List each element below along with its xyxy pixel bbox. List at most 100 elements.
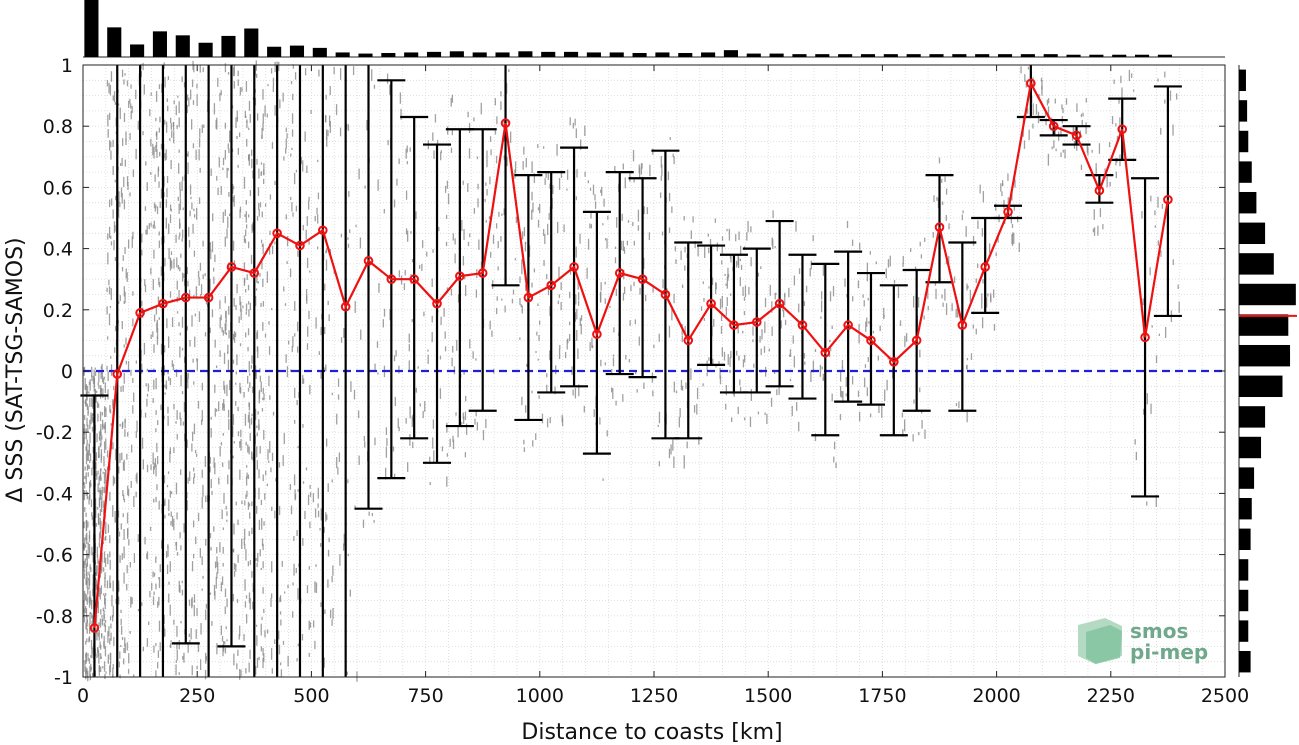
scatter-point bbox=[135, 89, 137, 100]
scatter-point bbox=[368, 511, 370, 516]
scatter-point bbox=[151, 582, 153, 591]
scatter-point bbox=[451, 130, 454, 136]
scatter-point bbox=[157, 166, 160, 172]
scatter-point bbox=[245, 332, 247, 338]
scatter-point bbox=[901, 412, 904, 418]
scatter-point bbox=[244, 500, 246, 506]
scatter-point bbox=[251, 501, 253, 507]
scatter-point bbox=[112, 605, 114, 617]
scatter-point bbox=[981, 228, 984, 237]
top-histogram-bar bbox=[1089, 54, 1104, 57]
scatter-point bbox=[118, 191, 120, 204]
scatter-point bbox=[104, 557, 107, 567]
scatter-point bbox=[279, 662, 282, 666]
scatter-point bbox=[560, 282, 562, 291]
scatter-point bbox=[214, 462, 216, 475]
scatter-point bbox=[798, 421, 800, 432]
scatter-point bbox=[171, 130, 173, 138]
scatter-point bbox=[251, 386, 254, 393]
scatter-point bbox=[88, 637, 90, 643]
scatter-point bbox=[183, 652, 185, 663]
scatter-point bbox=[133, 392, 135, 402]
scatter-point bbox=[96, 433, 98, 443]
mean-point bbox=[1163, 194, 1173, 205]
scatter-point bbox=[290, 153, 292, 157]
scatter-point bbox=[899, 320, 902, 326]
scatter-point bbox=[494, 130, 497, 135]
scatter-point bbox=[123, 529, 125, 540]
scatter-point bbox=[668, 325, 671, 338]
scatter-point bbox=[245, 311, 247, 315]
scatter-point bbox=[89, 564, 91, 570]
scatter-point bbox=[775, 292, 777, 295]
scatter-point bbox=[169, 451, 171, 463]
scatter-point bbox=[95, 584, 98, 588]
scatter-point bbox=[232, 455, 234, 459]
scatter-point bbox=[85, 384, 88, 395]
scatter-point bbox=[153, 146, 155, 159]
scatter-point bbox=[714, 218, 716, 223]
scatter-point bbox=[155, 145, 157, 152]
scatter-point bbox=[129, 630, 131, 634]
scatter-point bbox=[396, 178, 398, 186]
scatter-point bbox=[263, 429, 265, 440]
scatter-point bbox=[604, 298, 606, 304]
scatter-point bbox=[103, 376, 105, 380]
scatter-point bbox=[187, 641, 189, 653]
scatter-point bbox=[99, 475, 101, 480]
scatter-point bbox=[672, 439, 674, 451]
scatter-point bbox=[698, 436, 700, 445]
scatter-point bbox=[155, 670, 157, 677]
scatter-point bbox=[292, 64, 295, 69]
scatter-point bbox=[108, 313, 111, 326]
scatter-point bbox=[187, 280, 189, 287]
scatter-point bbox=[462, 180, 464, 185]
scatter-point bbox=[979, 184, 981, 194]
scatter-point bbox=[577, 348, 579, 360]
scatter-point bbox=[616, 217, 618, 228]
scatter-point bbox=[463, 369, 465, 375]
scatter-point bbox=[419, 403, 421, 407]
scatter-point bbox=[403, 283, 406, 291]
scatter-point bbox=[112, 442, 114, 450]
scatter-point bbox=[450, 97, 452, 107]
scatter-point bbox=[868, 321, 870, 324]
scatter-point bbox=[719, 375, 722, 385]
scatter-point bbox=[306, 257, 309, 268]
scatter-point bbox=[121, 192, 123, 204]
scatter-point bbox=[169, 117, 172, 124]
scatter-point bbox=[175, 421, 177, 424]
scatter-point bbox=[613, 327, 615, 333]
scatter-point bbox=[240, 438, 242, 451]
scatter-point bbox=[288, 340, 290, 345]
scatter-point bbox=[252, 601, 254, 610]
scatter-point bbox=[673, 381, 675, 393]
scatter-point bbox=[83, 490, 86, 501]
scatter-point bbox=[397, 418, 399, 429]
scatter-point bbox=[200, 623, 202, 635]
scatter-point bbox=[332, 607, 334, 620]
scatter-point bbox=[580, 315, 583, 321]
scatter-point bbox=[173, 518, 175, 531]
scatter-point bbox=[877, 355, 879, 361]
logo-text-smos: smos bbox=[1130, 619, 1188, 643]
scatter-point bbox=[191, 561, 194, 572]
scatter-point bbox=[503, 208, 505, 216]
scatter-point bbox=[748, 286, 750, 295]
scatter-point bbox=[933, 195, 935, 202]
scatter-point bbox=[228, 460, 230, 470]
scatter-point bbox=[729, 293, 732, 296]
scatter-point bbox=[173, 403, 175, 410]
scatter-point bbox=[306, 165, 308, 173]
scatter-point bbox=[135, 431, 137, 439]
scatter-point bbox=[271, 506, 273, 512]
scatter-point bbox=[523, 146, 525, 155]
scatter-point bbox=[500, 236, 502, 242]
scatter-point bbox=[497, 241, 499, 249]
scatter-point bbox=[196, 83, 198, 89]
scatter-point bbox=[120, 609, 122, 613]
scatter-point bbox=[522, 161, 524, 170]
top-histogram-bar bbox=[130, 44, 145, 57]
scatter-point bbox=[749, 416, 752, 428]
scatter-point bbox=[90, 667, 93, 670]
